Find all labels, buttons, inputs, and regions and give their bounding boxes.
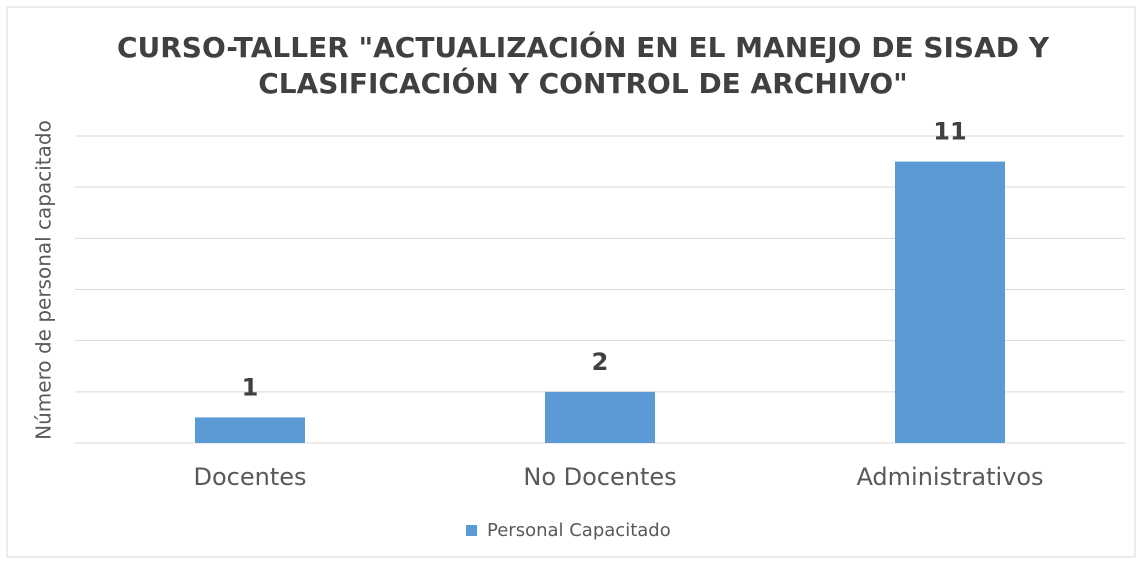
x-tick-label: Docentes xyxy=(193,463,306,491)
x-tick-label: Administrativos xyxy=(856,463,1043,491)
x-tick-label: No Docentes xyxy=(523,463,676,491)
data-label: 2 xyxy=(592,348,609,376)
legend-swatch xyxy=(466,525,477,536)
data-label: 11 xyxy=(933,118,966,146)
chart-border xyxy=(6,6,1136,558)
bar xyxy=(895,161,1005,444)
bar xyxy=(195,417,305,443)
y-axis-label: Número de personal capacitado xyxy=(32,120,56,440)
chart-title: CURSO-TALLER "ACTUALIZACIÓN EN EL MANEJO… xyxy=(116,31,1050,100)
legend-label: Personal Capacitado xyxy=(487,520,671,541)
bar xyxy=(545,391,655,443)
data-label: 1 xyxy=(242,373,259,401)
